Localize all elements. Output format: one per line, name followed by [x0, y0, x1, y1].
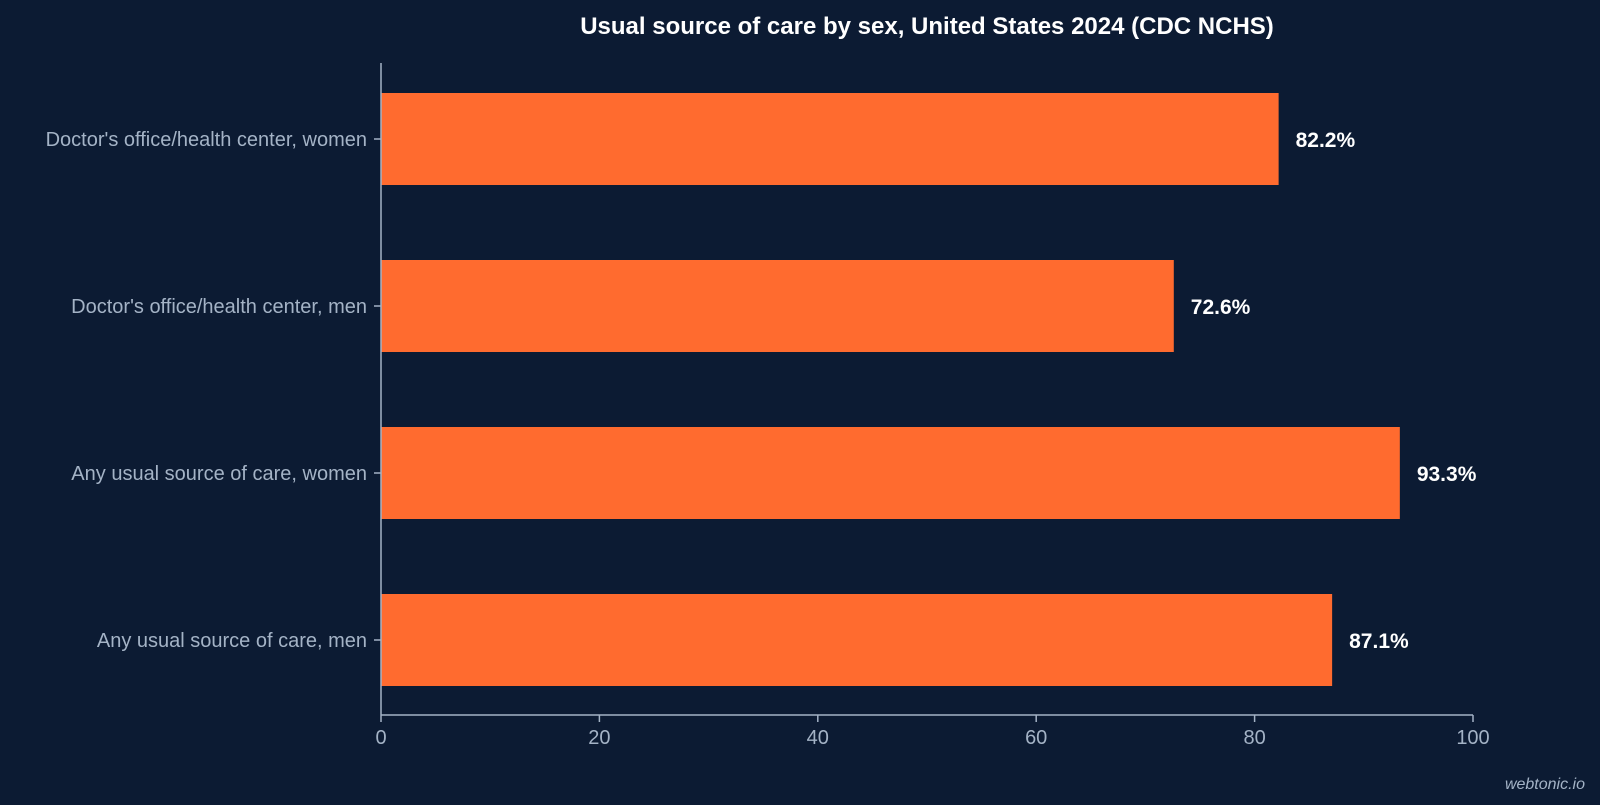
chart-title: Usual source of care by sex, United Stat… [580, 13, 1274, 40]
x-tick-label-0: 0 [375, 727, 386, 749]
value-label-1: 82.2% [1296, 129, 1356, 152]
bar-3 [381, 427, 1400, 519]
category-label-4: Any usual source of care, men [97, 630, 367, 652]
bar-1 [381, 93, 1279, 185]
x-tick-label-60: 60 [1025, 727, 1047, 749]
value-label-3: 93.3% [1417, 463, 1477, 486]
bar-4 [381, 594, 1333, 686]
category-label-3: Any usual source of care, women [71, 463, 367, 485]
category-label-1: Doctor's office/health center, women [46, 129, 367, 151]
value-label-4: 87.1% [1349, 630, 1409, 653]
x-tick-label-80: 80 [1243, 727, 1265, 749]
category-label-2: Doctor's office/health center, men [71, 296, 367, 318]
bar-2 [381, 260, 1174, 352]
x-tick-label-100: 100 [1456, 727, 1489, 749]
watermark: webtonic.io [1505, 776, 1585, 793]
x-tick-label-20: 20 [588, 727, 610, 749]
x-tick-label-40: 40 [807, 727, 829, 749]
bars-layer: 82.2% 72.6% 93.3% 87.1% [381, 93, 1477, 686]
value-label-2: 72.6% [1191, 296, 1251, 319]
axes-layer: Doctor's office/health center, women Doct… [46, 63, 1490, 749]
